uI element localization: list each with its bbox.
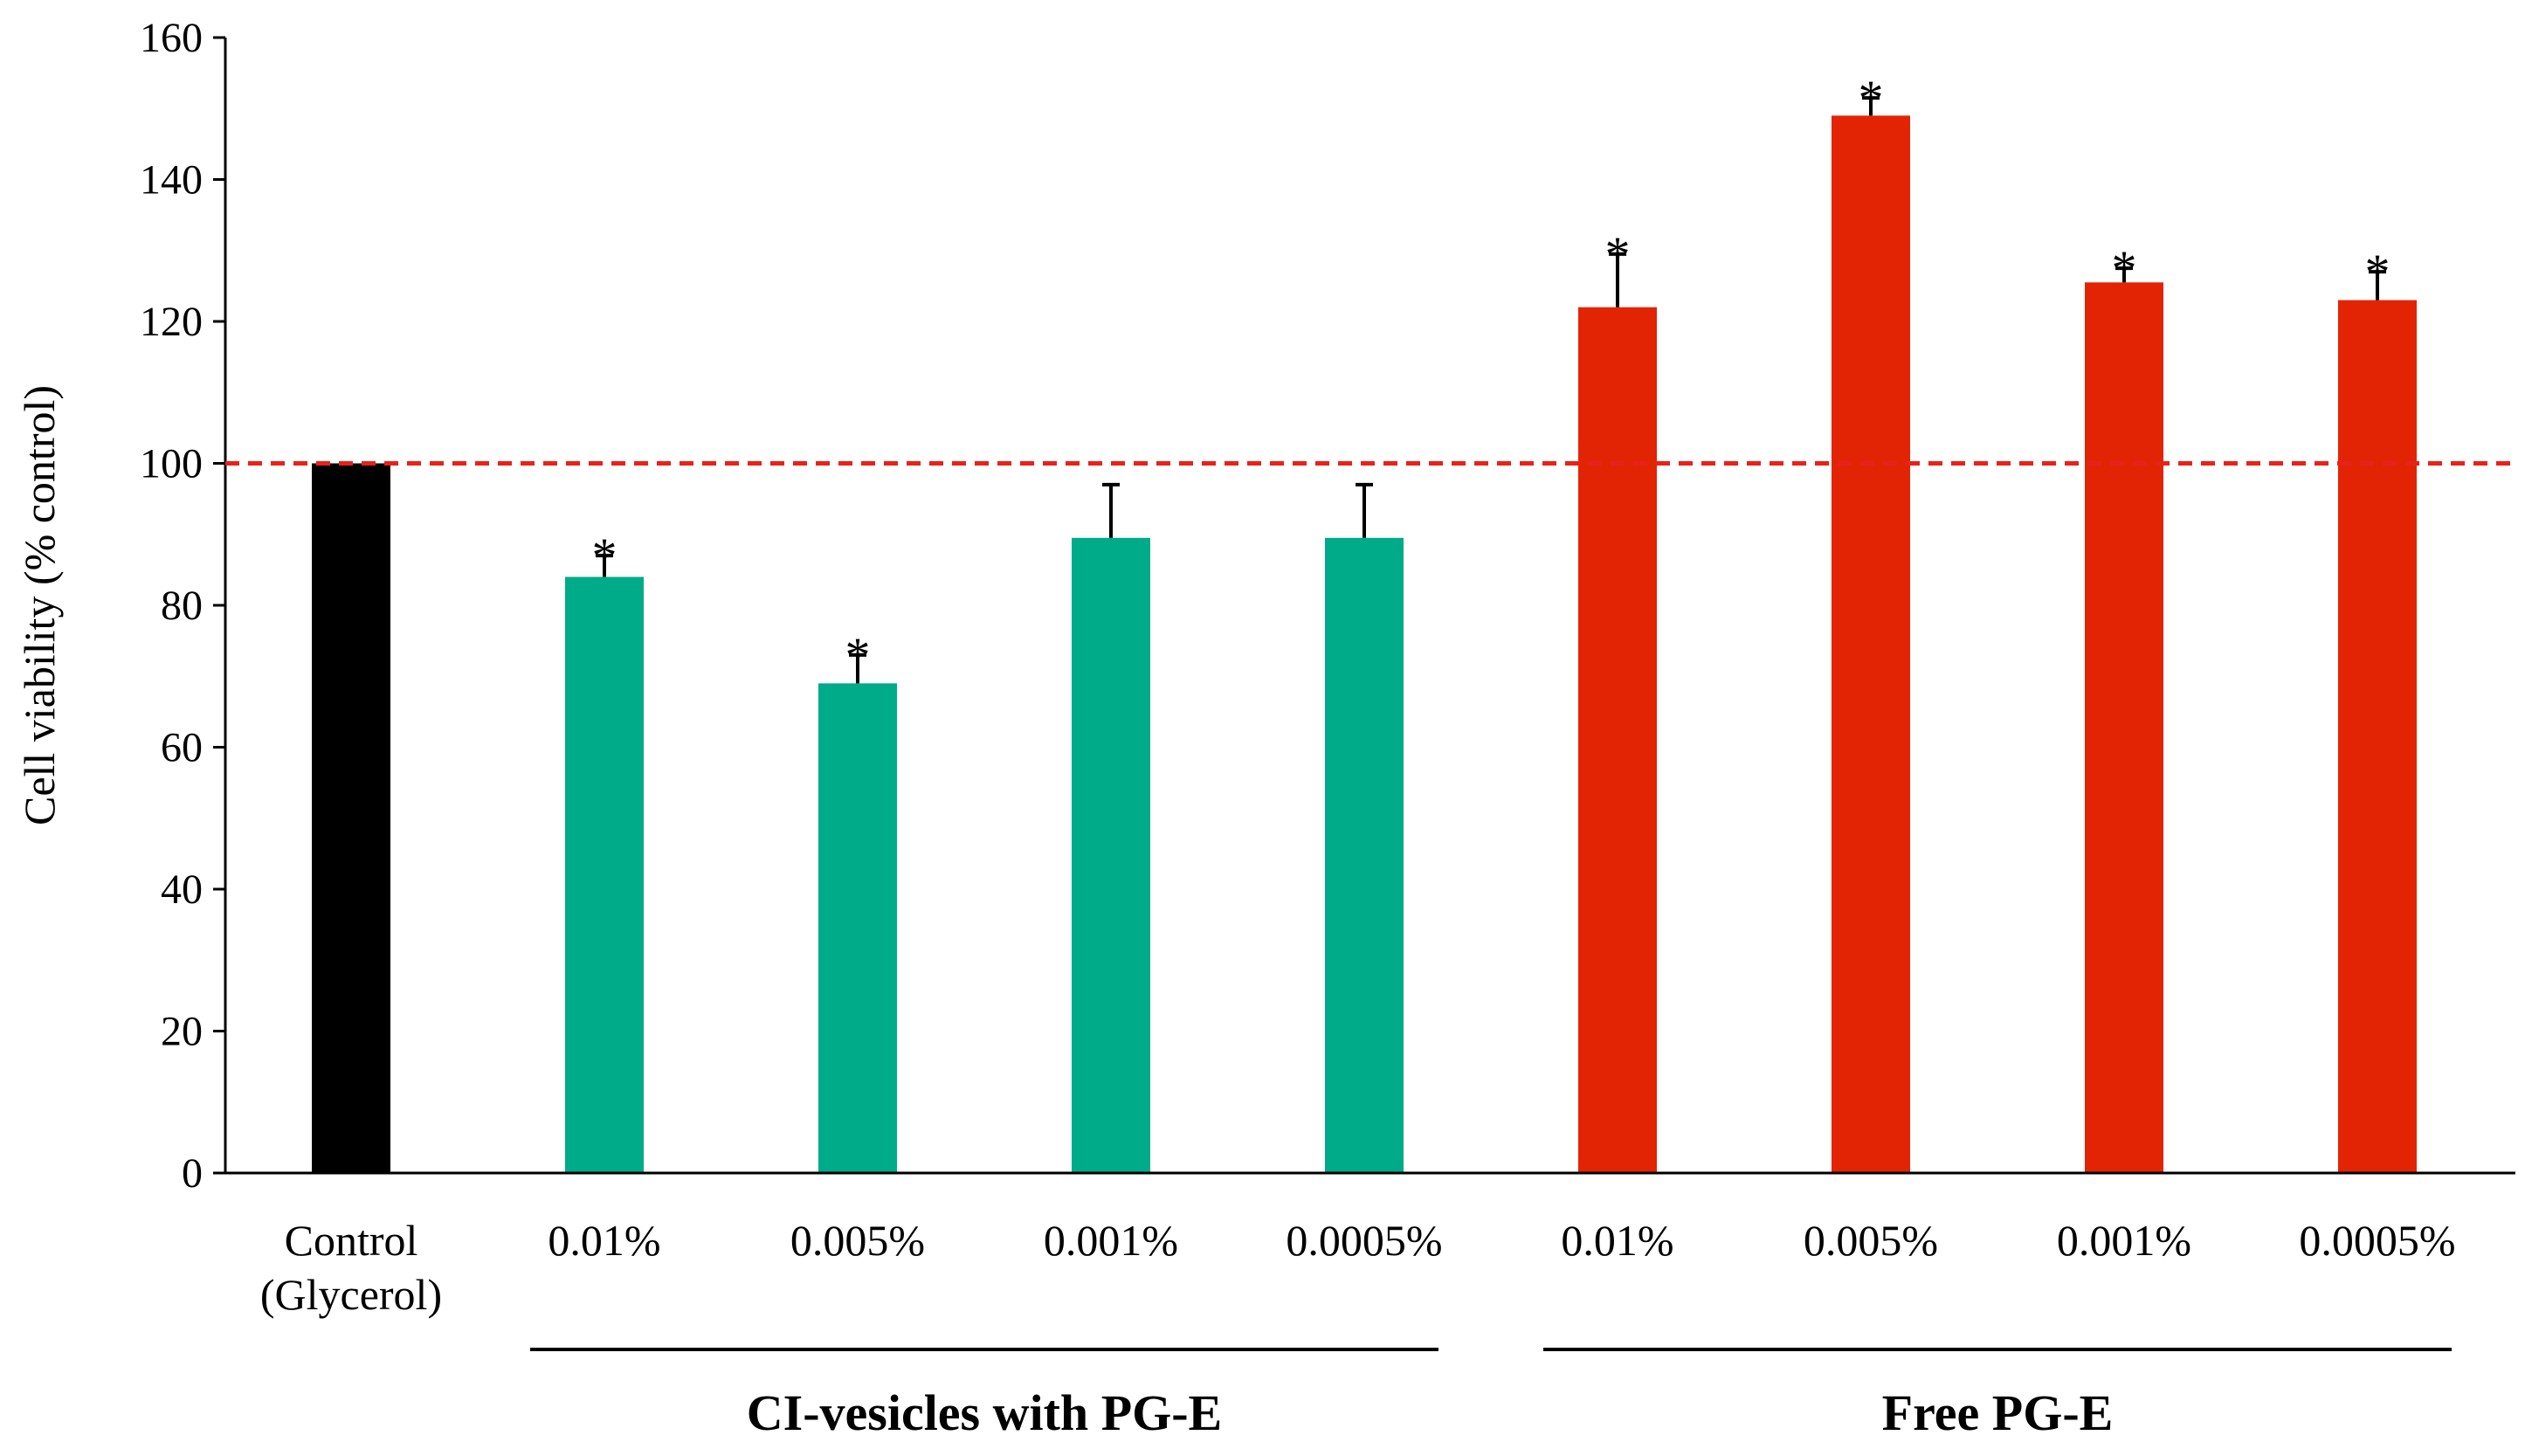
x-category-label: (Glycerol)	[260, 1270, 442, 1319]
y-tick-label: 40	[161, 866, 203, 913]
y-tick-label: 140	[140, 157, 203, 204]
x-category-label: 0.001%	[1044, 1216, 1178, 1265]
x-category-label: 0.01%	[1561, 1216, 1673, 1265]
significance-marker: *	[1859, 70, 1884, 127]
y-tick-label: 60	[161, 725, 203, 771]
y-tick-label: 100	[140, 441, 203, 487]
significance-marker: *	[2112, 240, 2137, 297]
x-category-label: 0.001%	[2057, 1216, 2191, 1265]
y-tick-label: 120	[140, 299, 203, 345]
y-tick-label: 160	[140, 15, 203, 61]
x-category-label: 0.0005%	[1286, 1216, 1442, 1265]
group-label: CI-vesicles with PG-E	[747, 1384, 1223, 1441]
x-category-label: 0.01%	[548, 1216, 660, 1265]
bar	[2338, 300, 2417, 1173]
x-category-label: 0.005%	[1804, 1216, 1938, 1265]
bar	[1325, 537, 1404, 1173]
bar	[312, 463, 390, 1173]
x-category-label: 0.005%	[790, 1216, 925, 1265]
bar	[1832, 115, 1910, 1173]
x-category-label: 0.0005%	[2299, 1216, 2455, 1265]
significance-marker: *	[845, 627, 871, 684]
bar	[818, 683, 897, 1173]
bar	[1578, 307, 1657, 1173]
bar	[1072, 537, 1150, 1173]
group-label: Free PG-E	[1882, 1384, 2114, 1441]
bar	[565, 576, 644, 1173]
x-category-label: Control	[285, 1216, 418, 1265]
significance-marker: *	[1605, 226, 1631, 283]
y-tick-label: 80	[161, 583, 203, 629]
y-tick-label: 0	[182, 1150, 203, 1197]
significance-marker: *	[592, 528, 617, 584]
bar	[2085, 282, 2163, 1173]
significance-marker: *	[2365, 244, 2390, 300]
y-axis-title: Cell viability (% control)	[15, 385, 64, 825]
y-tick-label: 20	[161, 1009, 203, 1055]
